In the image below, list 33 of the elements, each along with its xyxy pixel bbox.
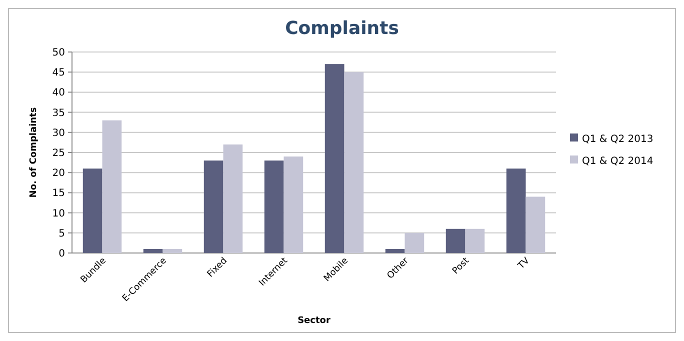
- bar: [446, 228, 466, 253]
- x-tick-label: TV: [516, 255, 532, 272]
- y-tick-label: 25: [52, 148, 65, 159]
- y-tick-label: 15: [52, 188, 65, 200]
- bar: [162, 248, 182, 253]
- y-tick-label: 20: [52, 168, 65, 180]
- bar: [465, 228, 485, 253]
- bar: [324, 64, 344, 253]
- bar: [204, 160, 224, 253]
- y-axis-title: No. of Complaints: [29, 107, 39, 198]
- y-tick-label: 5: [58, 228, 65, 240]
- y-tick-label: 35: [52, 108, 65, 119]
- y-tick-label: 45: [52, 68, 65, 79]
- x-axis-title: Sector: [298, 316, 331, 326]
- bar: [264, 160, 284, 253]
- bar: [506, 168, 526, 253]
- y-tick-label: 0: [58, 248, 65, 260]
- chart-title: Complaints: [285, 18, 399, 39]
- legend-label: Q1 & Q2 2014: [582, 156, 654, 167]
- y-tick-label: 30: [52, 128, 65, 139]
- bar: [223, 144, 243, 253]
- bar: [102, 120, 122, 253]
- legend-label: Q1 & Q2 2013: [582, 134, 654, 145]
- bar: [143, 248, 163, 253]
- bar: [526, 196, 546, 253]
- bar: [344, 72, 364, 253]
- bar: [284, 156, 304, 253]
- bar: [385, 248, 405, 253]
- y-tick-label: 40: [52, 88, 65, 99]
- bar: [404, 232, 424, 253]
- y-tick-label: 10: [52, 208, 65, 220]
- bar: [82, 168, 102, 253]
- y-tick-label: 50: [52, 48, 65, 58]
